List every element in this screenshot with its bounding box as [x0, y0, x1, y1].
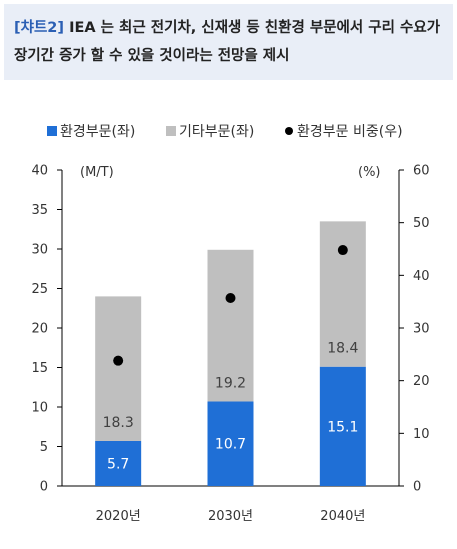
- y-left-tick-label: 20: [31, 322, 48, 337]
- y-left-tick-label: 15: [31, 361, 48, 376]
- y-left-tick-label: 30: [31, 243, 48, 258]
- chart-header: [챠트2] IEA 는 최근 전기차, 신재생 등 친환경 부문에서 구리 수요…: [4, 4, 453, 80]
- bar-env-value: 15.1: [327, 419, 358, 435]
- legend-swatch-env: [47, 126, 57, 136]
- y-left-tick-label: 5: [40, 440, 48, 455]
- x-tick-label: 2030년: [208, 509, 253, 524]
- bar-env: [319, 366, 366, 486]
- y-left-tick-label: 35: [31, 203, 48, 218]
- share-point: [225, 292, 236, 303]
- bar-env: [207, 401, 254, 486]
- legend-label-share: 환경부문 비중(우): [297, 124, 403, 140]
- share-point: [113, 355, 124, 366]
- chart-title-text: IEA 는 최근 전기차, 신재생 등 친환경 부문에서 구리 수요가 장기간 …: [14, 20, 441, 64]
- bar-other-value: 18.4: [327, 341, 358, 357]
- legend-swatch-other: [166, 126, 176, 136]
- chart-title: [챠트2] IEA 는 최근 전기차, 신재생 등 친환경 부문에서 구리 수요…: [14, 14, 450, 70]
- bar-other: [207, 249, 254, 402]
- y-right-tick-label: 50: [413, 216, 430, 231]
- bar-other-value: 19.2: [215, 375, 246, 391]
- legend-marker-share: [285, 127, 293, 135]
- y-right-tick-label: 20: [413, 374, 430, 389]
- y-left-tick-label: 10: [31, 401, 48, 416]
- y-right-unit: (%): [358, 165, 381, 180]
- y-right-tick-label: 60: [413, 164, 430, 179]
- y-left-tick-label: 0: [40, 480, 48, 495]
- share-point: [337, 245, 348, 256]
- bar-other-value: 18.3: [103, 415, 134, 431]
- y-left-tick-label: 40: [31, 164, 48, 179]
- y-right-tick-label: 30: [413, 322, 430, 337]
- bar-env-value: 10.7: [215, 437, 246, 453]
- x-tick-label: 2040년: [320, 509, 365, 524]
- y-right-tick-label: 0: [413, 480, 421, 495]
- x-tick-label: 2020년: [96, 509, 141, 524]
- y-left-unit: (M/T): [80, 165, 114, 180]
- y-right-tick-label: 10: [413, 427, 430, 442]
- legend-label-env: 환경부문(좌): [60, 124, 135, 140]
- bar-other: [95, 296, 142, 441]
- legend-label-other: 기타부문(좌): [179, 124, 254, 140]
- bar-env-value: 5.7: [107, 456, 129, 472]
- y-right-tick-label: 40: [413, 269, 430, 284]
- bar-env: [95, 440, 142, 486]
- chart-tag: [챠트2]: [14, 20, 65, 36]
- y-left-tick-label: 25: [31, 282, 48, 297]
